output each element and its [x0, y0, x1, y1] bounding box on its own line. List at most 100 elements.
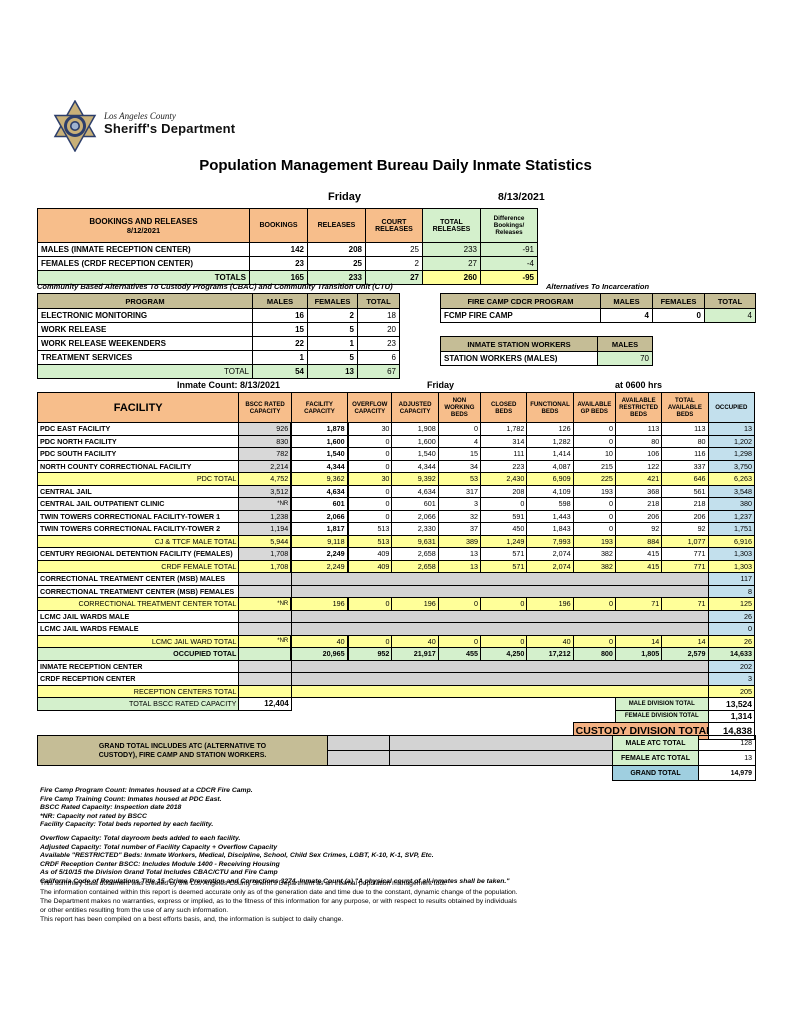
footnotes: Fire Camp Program Count: Inmates housed …	[40, 787, 740, 887]
female-atc-total-label: FEMALE ATC TOTAL	[612, 750, 699, 766]
facility-cell: 561	[661, 484, 709, 498]
facility-row: CORRECTIONAL TREATMENT CENTER (MSB) MALE…	[36, 572, 756, 586]
facility-cell: 0	[437, 597, 482, 611]
facility-cell: 598	[526, 497, 574, 511]
text-line: *NR: Capacity not rated by BSCC	[40, 812, 147, 820]
facility-cell: 9,118	[290, 534, 349, 548]
facility-cell: 0	[347, 634, 393, 648]
facility-cell	[238, 659, 292, 673]
facility-cell: 106	[614, 447, 663, 461]
facility-cell: 1,443	[526, 509, 574, 523]
facility-cell: 2,658	[391, 547, 439, 561]
facility-cell: 771	[661, 559, 709, 573]
facility-cell: 196	[290, 597, 349, 611]
facility-cell: 646	[661, 472, 709, 486]
day-date-line: Friday 8/13/2021	[0, 191, 791, 205]
facility-label: OCCUPIED TOTAL	[36, 647, 240, 661]
facility-cell	[238, 622, 292, 636]
text-line: This report has been compiled on a best …	[40, 916, 344, 923]
facility-cell: 71	[661, 597, 709, 611]
facility-cell: 409	[347, 559, 393, 573]
facility-cell: 7,993	[526, 534, 574, 548]
col-total-releases: TOTAL RELEASES	[422, 208, 481, 243]
facility-cell: 0	[572, 434, 616, 448]
facility-label: LCMC JAIL WARDS MALE	[36, 609, 240, 623]
text-line: The Department makes no warranties, expr…	[40, 898, 517, 905]
facility-cell: 0	[572, 597, 616, 611]
text-line: California Code of Regulations Title 15.…	[40, 877, 510, 885]
facility-bottom-rows: TOTAL BSCC RATED CAPACITY 12,404 MALE DI…	[36, 697, 756, 740]
col-females: FEMALES	[652, 293, 705, 309]
occupied-cell: 0	[707, 622, 756, 636]
facility-row: PDC SOUTH FACILITY 782 1,540 0 1,540 15 111 1,4…	[36, 447, 756, 461]
cbac-row: WORK RELEASE 15 5 20	[37, 322, 400, 337]
facility-cell: 53	[437, 472, 482, 486]
facility-cell: 92	[614, 522, 663, 536]
facility-cell: 2,430	[480, 472, 528, 486]
bookings-row-females: FEMALES (CRDF RECEPTION CENTER) 23 25 2 …	[37, 256, 538, 271]
facility-cell: 122	[614, 459, 663, 473]
facility-cell: 225	[572, 472, 616, 486]
facility-cell: 4,250	[480, 647, 528, 661]
facility-cell: 1,282	[526, 434, 574, 448]
facility-row: LCMC JAIL WARD TOTAL *NR 40 0 40 0 0 40 0 14 14 26	[36, 634, 756, 648]
col-facility: FACILITY	[36, 392, 240, 423]
facility-cell: 4,344	[391, 459, 439, 473]
male-division-total-value: 13,524	[707, 697, 756, 711]
facility-row: CORRECTIONAL TREATMENT CENTER TOTAL *NR 19…	[36, 597, 756, 611]
grand-total-table: GRAND TOTAL INCLUDES ATC (ALTERNATIVE TO…	[37, 735, 756, 781]
facility-cell: 513	[347, 522, 393, 536]
facility-cell: 1,194	[238, 522, 292, 536]
facility-label: PDC TOTAL	[36, 472, 240, 486]
merged-gray-cell	[290, 584, 709, 598]
facility-cell: 317	[437, 484, 482, 498]
facility-cell: 389	[437, 534, 482, 548]
facility-row: PDC NORTH FACILITY 830 1,600 0 1,600 4 314 1,28…	[36, 434, 756, 448]
facility-cell: 116	[661, 447, 709, 461]
cbac-totals-row: TOTAL 54 13 67	[37, 364, 400, 379]
col-males: MALES	[597, 336, 653, 352]
facility-cell: 113	[614, 422, 663, 436]
col-overflow-capacity: OVERFLOW CAPACITY	[347, 392, 393, 423]
facility-row: CENTRAL JAIL 3,512 4,634 0 4,634 317 208 4,109 1…	[36, 484, 756, 498]
occupied-cell: 6,263	[707, 472, 756, 486]
text-line: Fire Camp Program Count: Inmates housed …	[40, 787, 253, 794]
facility-cell: 193	[572, 534, 616, 548]
facility-cell: 771	[661, 547, 709, 561]
col-fire-camp: FIRE CAMP CDCR PROGRAM	[440, 293, 601, 309]
occupied-cell: 3,750	[707, 459, 756, 473]
facility-cell: 591	[480, 509, 528, 523]
facility-cell: 71	[614, 597, 663, 611]
facility-cell: 1,540	[391, 447, 439, 461]
ati-section: Alternatives To Incarceration FIRE CAMP …	[440, 282, 756, 366]
female-division-total-label: FEMALE DIVISION TOTAL	[614, 709, 709, 723]
facility-cell: 5,944	[238, 534, 292, 548]
facility-cell: 4,634	[290, 484, 349, 498]
facility-cell: 30	[347, 472, 393, 486]
cbac-section: Community Based Alternatives To Custody …	[37, 282, 400, 379]
facility-cell: 0	[572, 509, 616, 523]
text-line: Available "RESTRICTED" Beds: Inmate Work…	[40, 852, 434, 860]
facility-row: RECEPTION CENTERS TOTAL 205	[36, 684, 756, 698]
female-atc-total-value: 13	[698, 750, 756, 766]
facility-cell: 37	[437, 522, 482, 536]
facility-label: TWIN TOWERS CORRECTIONAL FACILITY-TOWER …	[36, 522, 240, 536]
facility-cell: 15	[437, 447, 482, 461]
facility-section: Inmate Count: 8/13/2021 Friday at 0600 h…	[36, 380, 756, 740]
text-line: As of 5/10/15 the Division Grand Total I…	[40, 869, 278, 877]
facility-cell: 206	[661, 509, 709, 523]
facility-cell: 0	[347, 597, 393, 611]
facility-cell: 4,634	[391, 484, 439, 498]
facility-cell: 0	[437, 422, 482, 436]
facility-cell: 193	[572, 484, 616, 498]
agency-logo: Los Angeles County Sheriff's Department	[52, 100, 235, 152]
facility-cell: 218	[614, 497, 663, 511]
text-line: This summary data document was created b…	[40, 880, 447, 887]
facility-cell: 571	[480, 547, 528, 561]
facility-cell: 601	[391, 497, 439, 511]
facility-cell: 337	[661, 459, 709, 473]
occupied-cell: 1,298	[707, 447, 756, 461]
facility-cell	[238, 672, 292, 686]
facility-cell: *NR	[238, 597, 292, 611]
